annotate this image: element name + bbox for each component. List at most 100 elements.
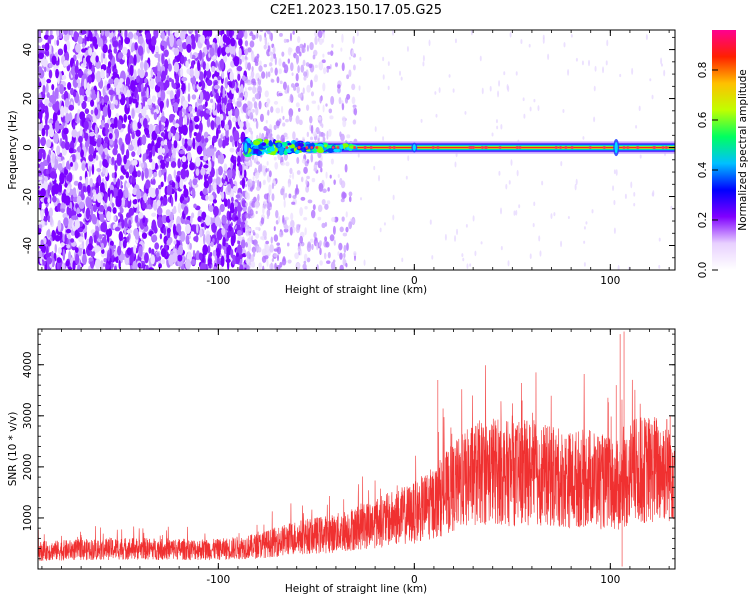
noise-cell [258, 65, 263, 72]
noise-cell [256, 161, 260, 165]
noise-cell [236, 213, 240, 225]
noise-cell [190, 60, 195, 70]
noise-cell [172, 83, 177, 90]
noise-cell [161, 148, 166, 154]
noise-cell [197, 215, 202, 222]
noise-cell [157, 61, 161, 68]
colorbar-tick-label: 0.2 [697, 212, 709, 229]
noise-cell [500, 124, 503, 130]
spectrogram-y-axis: -40 -20 0 20 40 [22, 36, 675, 271]
noise-cell [68, 217, 73, 229]
noise-cell [314, 161, 319, 165]
noise-cell [42, 58, 48, 68]
noise-cell [312, 204, 316, 211]
noise-cell [279, 32, 283, 37]
noise-cell [206, 70, 212, 79]
ridge-peak [297, 146, 301, 149]
noise-cell [206, 117, 211, 128]
noise-cell [515, 209, 518, 216]
noise-cell [248, 156, 252, 161]
noise-cell [277, 246, 281, 255]
noise-cell [303, 260, 307, 265]
noise-cell [125, 148, 130, 160]
noise-cell [130, 264, 133, 270]
noise-cell [462, 257, 465, 262]
noise-cell [40, 136, 46, 147]
noise-cell [251, 239, 255, 245]
noise-cell [199, 34, 206, 44]
ridge-blob [253, 140, 261, 146]
noise-cell [41, 76, 46, 87]
noise-cell [153, 66, 158, 75]
colorbar-label: Normalized spectral amplitude [737, 69, 749, 230]
noise-cell [106, 211, 112, 222]
noise-cell [248, 178, 253, 188]
noise-cell [363, 259, 366, 266]
noise-cell [146, 87, 149, 99]
noise-cell [92, 150, 97, 159]
noise-cell [51, 84, 55, 91]
noise-cell [387, 85, 390, 91]
noise-cell [341, 116, 346, 122]
noise-cell [206, 39, 210, 50]
noise-cell [325, 241, 330, 248]
noise-cell [84, 108, 90, 115]
ridge-peak [331, 146, 335, 149]
noise-cell [148, 186, 153, 197]
noise-cell [217, 76, 221, 81]
noise-cell [38, 190, 41, 196]
noise-cell [245, 162, 251, 166]
noise-cell [77, 264, 81, 270]
noise-cell [114, 171, 117, 179]
noise-cell [311, 100, 317, 104]
colorbar: 0.0 0.2 0.4 0.6 0.8 Normalized spectral ampl… [697, 30, 749, 278]
ridge-peak [336, 146, 340, 149]
noise-cell [70, 161, 73, 167]
noise-cell [123, 154, 127, 165]
noise-cell [64, 169, 69, 176]
noise-cell [117, 245, 122, 256]
noise-cell [132, 119, 138, 132]
noise-cell [112, 244, 117, 249]
noise-cell [136, 170, 142, 178]
noise-cell [68, 104, 75, 111]
noise-cell [204, 91, 211, 102]
noise-cell [542, 34, 545, 40]
noise-cell [47, 228, 51, 238]
noise-cell [218, 138, 223, 148]
noise-cell [317, 204, 323, 213]
noise-cell [135, 31, 141, 36]
noise-cell [212, 135, 218, 143]
noise-cell [205, 62, 210, 72]
noise-cell [233, 31, 237, 40]
noise-cell [60, 105, 65, 118]
noise-cell [122, 240, 127, 249]
noise-cell [560, 240, 563, 248]
noise-cell [62, 233, 66, 243]
noise-cell [160, 196, 163, 201]
noise-cell [117, 119, 123, 130]
noise-cell [126, 236, 130, 243]
noise-cell [161, 53, 165, 65]
noise-cell [505, 183, 508, 190]
noise-cell [267, 168, 270, 172]
noise-cell [529, 106, 532, 112]
noise-cell [187, 93, 191, 103]
noise-cell [237, 73, 241, 82]
noise-cell [39, 181, 46, 188]
noise-cell [137, 137, 141, 148]
noise-cell [509, 31, 512, 38]
noise-cell [136, 221, 140, 228]
noise-cell [259, 113, 264, 123]
noise-cell [258, 262, 263, 269]
noise-cell [194, 32, 199, 43]
noise-cell [306, 257, 311, 263]
noise-cell [257, 193, 260, 202]
noise-cell [513, 210, 516, 216]
noise-cell [237, 235, 243, 242]
noise-cell [323, 252, 327, 260]
noise-cell [312, 54, 316, 60]
noise-cell [283, 132, 288, 138]
noise-cell [122, 197, 126, 208]
noise-cell [157, 55, 161, 63]
